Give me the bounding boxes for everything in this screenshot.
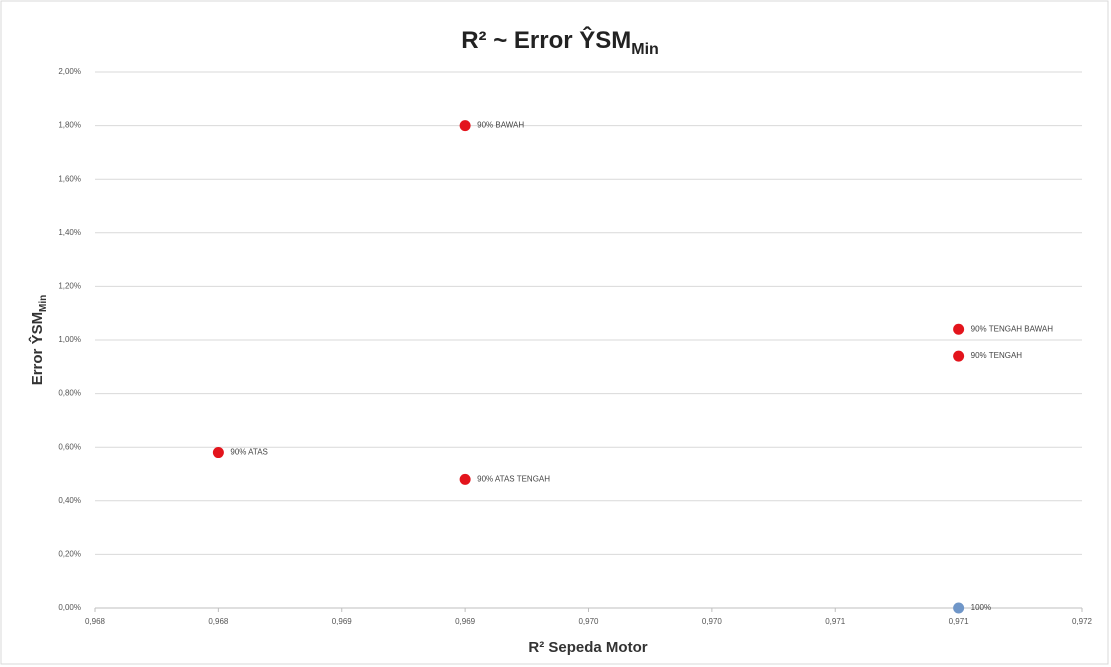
point — [953, 350, 965, 362]
y-tick-label: 2,00% — [58, 67, 81, 76]
point-label: 100% — [971, 603, 991, 612]
y-axis-label: Error ŶSMMin — [28, 295, 49, 386]
x-tick-label: 0,969 — [332, 617, 353, 626]
y-tick-label: 0,40% — [58, 496, 81, 505]
x-tick-label: 0,971 — [825, 617, 846, 626]
x-tick-label: 0,970 — [578, 617, 599, 626]
y-tick-label: 1,20% — [58, 282, 81, 291]
y-tick-label: 1,00% — [58, 335, 81, 344]
y-tick-label: 1,40% — [58, 228, 81, 237]
y-tick-label: 1,60% — [58, 174, 81, 183]
point — [212, 447, 224, 459]
y-tick-label: 0,60% — [58, 442, 81, 451]
y-tick-label: 0,20% — [58, 550, 81, 559]
point-label: 90% TENGAH — [971, 351, 1023, 360]
point — [953, 323, 965, 335]
x-tick-label: 0,972 — [1072, 617, 1093, 626]
point — [459, 120, 471, 132]
chart-title: R² ~ Error ŶSMMin — [461, 26, 659, 58]
x-tick-label: 0,968 — [85, 617, 106, 626]
title-main: R² ~ Error ŶSM — [461, 26, 631, 54]
y-tick-label: 0,00% — [58, 603, 81, 612]
point-label: 90% ATAS TENGAH — [477, 474, 550, 483]
y-label-main: Error ŶSM — [28, 312, 46, 385]
point-label: 90% TENGAH BAWAH — [971, 324, 1054, 333]
x-axis-label: R² Sepeda Motor — [528, 639, 647, 656]
point-label: 90% ATAS — [230, 448, 268, 457]
y-label-sub: Min — [38, 295, 49, 312]
point — [953, 602, 965, 614]
y-tick-label: 1,80% — [58, 121, 81, 130]
title-sub: Min — [631, 41, 659, 58]
x-tick-label: 0,971 — [949, 617, 970, 626]
point-label: 90% BAWAH — [477, 121, 524, 130]
y-tick-label: 0,80% — [58, 389, 81, 398]
x-tick-label: 0,969 — [455, 617, 476, 626]
x-tick-label: 0,968 — [208, 617, 229, 626]
point — [459, 473, 471, 485]
x-tick-label: 0,970 — [702, 617, 723, 626]
